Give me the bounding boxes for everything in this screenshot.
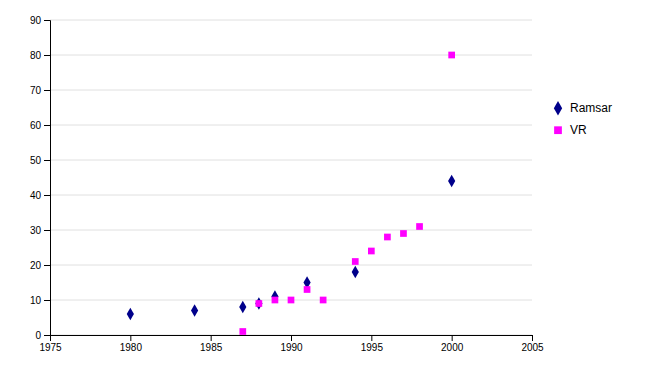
tick-label: 30 xyxy=(30,225,42,236)
tick-mark xyxy=(532,335,533,341)
point xyxy=(271,290,278,302)
tick-label: 60 xyxy=(30,120,42,131)
tick-label: 1995 xyxy=(361,342,384,353)
tick-mark xyxy=(452,335,453,341)
tick: 90 xyxy=(30,15,50,26)
point xyxy=(127,308,134,320)
point xyxy=(448,175,455,187)
points xyxy=(127,52,456,335)
tick: 70 xyxy=(30,85,50,96)
tick-label: 80 xyxy=(30,50,42,61)
grid-line xyxy=(50,90,532,91)
point xyxy=(352,266,359,278)
tick-mark xyxy=(44,265,50,266)
point xyxy=(256,300,263,307)
tick: 30 xyxy=(30,225,50,236)
point xyxy=(191,304,198,316)
tick-mark xyxy=(44,160,50,161)
grid xyxy=(50,20,532,335)
tick-mark xyxy=(44,195,50,196)
y-axis: 0 10 20 30 40 50 60 70 80 90 xyxy=(30,15,51,341)
tick-mark xyxy=(44,230,50,231)
legend-label: VR xyxy=(570,123,587,137)
point xyxy=(239,301,246,313)
legend-item: VR xyxy=(554,123,587,137)
series xyxy=(239,52,455,335)
tick: 2000 xyxy=(441,335,464,353)
point xyxy=(288,297,295,304)
grid-line xyxy=(50,160,532,161)
tick-mark xyxy=(291,335,292,341)
plot: 1975 1980 1985 1990 1995 2000 2005 0 10 20 30 40 50 6… xyxy=(30,15,544,353)
tick-mark xyxy=(44,300,50,301)
point xyxy=(384,234,391,241)
series xyxy=(127,175,456,320)
tick: 1990 xyxy=(280,335,303,353)
legend-item: Ramsar xyxy=(554,101,612,115)
grid-line xyxy=(50,55,532,56)
tick-label: 70 xyxy=(30,85,42,96)
tick-label: 20 xyxy=(30,260,42,271)
tick: 10 xyxy=(30,295,50,306)
tick: 1985 xyxy=(200,335,223,353)
tick-mark xyxy=(130,335,131,341)
legend-symbol xyxy=(554,101,562,115)
tick: 2005 xyxy=(521,335,544,353)
tick: 1975 xyxy=(39,335,62,353)
legend-symbol xyxy=(554,126,562,134)
tick: 80 xyxy=(30,50,50,61)
point xyxy=(255,297,262,309)
legend: Ramsar VR xyxy=(554,101,612,137)
axis-line xyxy=(44,21,51,336)
tick: 1980 xyxy=(120,335,143,353)
tick-mark xyxy=(44,125,50,126)
point xyxy=(239,328,246,335)
tick: 60 xyxy=(30,120,50,131)
tick-label: 50 xyxy=(30,155,42,166)
tick-label: 10 xyxy=(30,295,42,306)
point xyxy=(272,297,279,304)
point xyxy=(368,248,375,255)
tick: 20 xyxy=(30,260,50,271)
tick-label: 2005 xyxy=(521,342,544,353)
legend-label: Ramsar xyxy=(570,101,612,115)
point xyxy=(448,52,455,59)
tick-mark xyxy=(44,90,50,91)
point xyxy=(304,286,311,293)
grid-line xyxy=(50,195,532,196)
grid-line xyxy=(50,20,532,21)
tick-mark xyxy=(44,55,50,56)
axis-line xyxy=(51,336,533,342)
tick: 40 xyxy=(30,190,50,201)
grid-line xyxy=(50,265,532,266)
x-axis: 1975 1980 1985 1990 1995 2000 2005 xyxy=(39,335,544,353)
tick-label: 40 xyxy=(30,190,42,201)
tick-mark xyxy=(44,20,50,21)
tick: 1995 xyxy=(361,335,384,353)
tick: 50 xyxy=(30,155,50,166)
tick-mark xyxy=(211,335,212,341)
grid-line xyxy=(50,125,532,126)
chart: 1975 1980 1985 1990 1995 2000 2005 0 10 20 30 40 50 6… xyxy=(0,0,662,370)
tick-label: 1990 xyxy=(280,342,303,353)
tick-label: 0 xyxy=(35,330,41,341)
point xyxy=(416,223,423,230)
tick-label: 1980 xyxy=(120,342,143,353)
tick: 0 xyxy=(35,330,50,341)
tick-label: 1985 xyxy=(200,342,223,353)
tick-label: 2000 xyxy=(441,342,464,353)
point xyxy=(320,297,327,304)
tick-mark xyxy=(371,335,372,341)
point xyxy=(352,258,359,265)
grid-line xyxy=(50,230,532,231)
tick-label: 1975 xyxy=(39,342,62,353)
tick-label: 90 xyxy=(30,15,42,26)
point xyxy=(400,230,407,237)
tick-mark xyxy=(44,335,50,336)
